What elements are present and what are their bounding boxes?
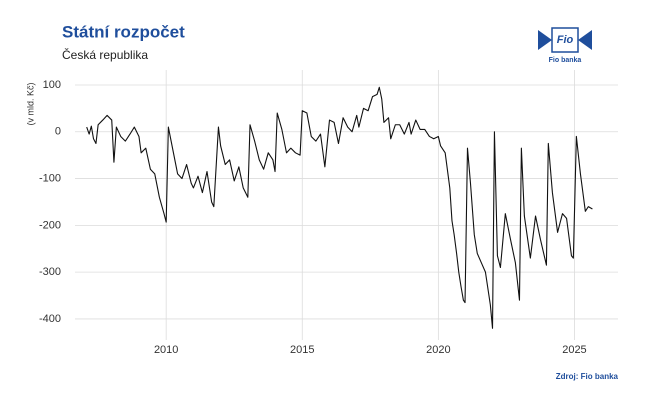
x-tick-label: 2025 <box>562 344 586 356</box>
logo-flag-left <box>538 30 552 50</box>
logo-box <box>551 27 579 53</box>
logo-caption: Fio banka <box>549 57 582 64</box>
y-tick-label: -400 <box>39 313 61 325</box>
chart-subtitle: Česká republika <box>62 47 148 62</box>
x-tick-label: 2020 <box>426 344 450 356</box>
logo: Fio Fio banka <box>538 27 592 64</box>
y-tick-label: -200 <box>39 219 61 231</box>
y-tick-label: -100 <box>39 172 61 184</box>
y-tick-label: 100 <box>43 79 61 91</box>
logo-flag-right <box>578 30 592 50</box>
logo-mark: Fio <box>557 34 574 46</box>
y-tick-label: 0 <box>55 126 61 138</box>
source-note: Zdroj: Fio banka <box>556 372 619 381</box>
x-tick-label: 2015 <box>290 344 314 356</box>
data-line <box>86 86 593 329</box>
chart-title: Státní rozpočet <box>62 22 185 41</box>
y-tick-label: -300 <box>39 266 61 278</box>
y-axis-label: (v mld. Kč) <box>25 82 35 125</box>
x-tick-label: 2010 <box>154 344 178 356</box>
